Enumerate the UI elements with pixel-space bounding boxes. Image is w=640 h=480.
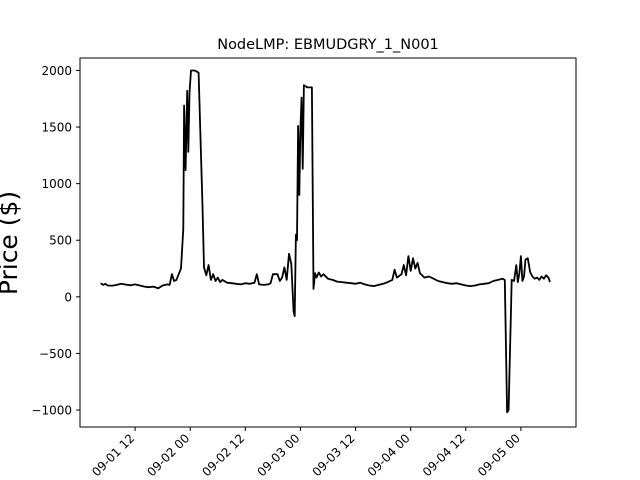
y-axis: 2000 1500 1000 500 0 −500 −1000: [31, 64, 80, 418]
x-tick-label-1: 09-02 00: [144, 431, 192, 479]
y-tick-label-2: 1000: [41, 177, 72, 191]
x-tick-label-5: 09-04 00: [365, 431, 413, 479]
series-layer: [100, 69, 551, 414]
x-tick-label-4: 09-03 12: [310, 431, 358, 479]
x-tick-label-0: 09-01 12: [89, 431, 137, 479]
x-axis: 09-01 12 09-02 00 09-02 12 09-03 00 09-03 12…: [89, 427, 523, 479]
y-tick-label-0: 2000: [41, 64, 72, 78]
y-tick-label-5: −500: [39, 347, 72, 361]
plot-frame: [79, 57, 577, 428]
x-tick-label-6: 09-04 12: [420, 431, 468, 479]
y-axis-label: Price ($): [0, 191, 23, 295]
y-tick-label-1: 1500: [41, 121, 72, 135]
series-line-0: [100, 69, 551, 414]
y-tick-label-3: 500: [49, 234, 72, 248]
x-tick-label-3: 09-03 00: [255, 431, 303, 479]
chart-title: NodeLMP: EBMUDGRY_1_N001: [217, 37, 439, 53]
y-tick-label-6: −1000: [31, 404, 72, 418]
y-tick-label-4: 0: [64, 290, 72, 304]
x-tick-label-7: 09-05 00: [475, 431, 523, 479]
x-tick-label-2: 09-02 12: [199, 431, 247, 479]
